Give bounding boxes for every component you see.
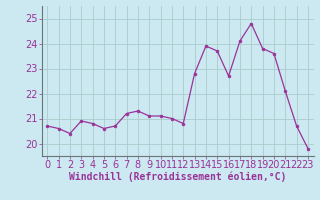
X-axis label: Windchill (Refroidissement éolien,°C): Windchill (Refroidissement éolien,°C) xyxy=(69,172,286,182)
